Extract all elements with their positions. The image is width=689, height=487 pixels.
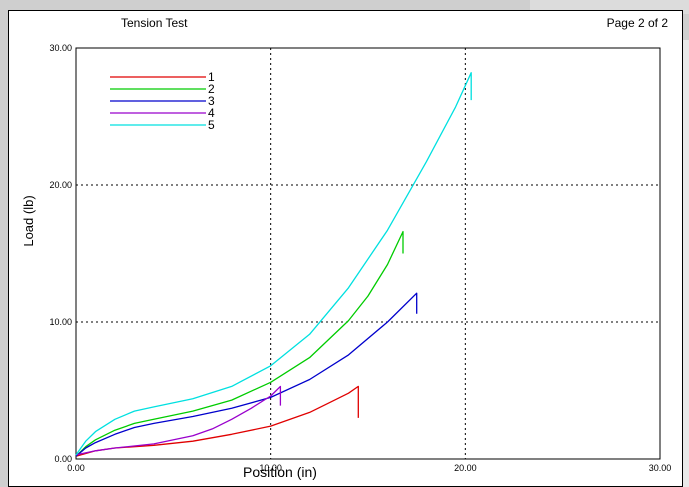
x-tick-label: 10.00	[259, 463, 282, 473]
series-line-2	[75, 230, 404, 457]
y-tick-label: 30.00	[49, 43, 72, 53]
series-line-3	[75, 292, 418, 457]
tick-labels: 0.00 10.00 20.00 30.00 0.00 10.00 20.00 30.00	[49, 43, 671, 473]
series-line-5	[75, 72, 472, 456]
legend-label-4: 4	[208, 106, 215, 120]
report-title: Tension Test	[121, 16, 188, 30]
y-axis-label: Load (lb)	[21, 195, 36, 246]
tension-chart: 0.00 10.00 20.00 30.00 0.00 10.00 20.00 30.00 1…	[21, 43, 671, 480]
y-tick-label: 10.00	[49, 317, 72, 327]
x-tick-label: 20.00	[454, 463, 477, 473]
series-line-4	[75, 385, 282, 456]
legend-label-1: 1	[208, 70, 215, 84]
plot-area	[75, 47, 661, 460]
x-axis-label: Position (in)	[243, 464, 317, 480]
x-tick-label: 30.00	[649, 463, 672, 473]
x-tick-label: 0.00	[67, 463, 85, 473]
page-indicator: Page 2 of 2	[606, 16, 668, 30]
y-tick-label: 20.00	[49, 180, 72, 190]
report-page: Tension Test Page 2 of 2 0.00 10.00 20.00 3…	[8, 10, 683, 487]
grid-lines	[76, 48, 660, 459]
legend-label-2: 2	[208, 82, 215, 96]
legend-label-3: 3	[208, 94, 215, 108]
legend-label-5: 5	[208, 118, 215, 132]
series-layer	[75, 72, 472, 457]
background-window-right	[683, 40, 689, 487]
y-tick-label: 0.00	[54, 454, 72, 464]
